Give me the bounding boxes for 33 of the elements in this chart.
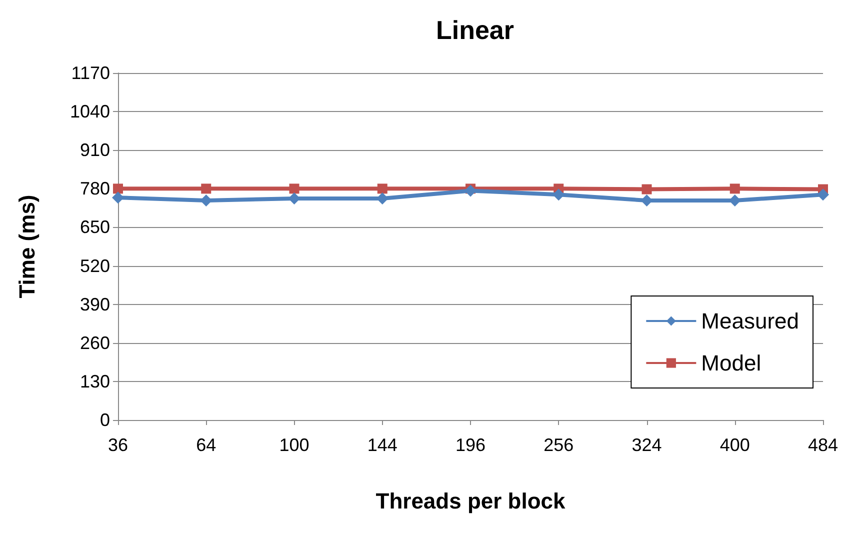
y-tick-label: 130	[80, 371, 110, 392]
legend-label: Measured	[701, 308, 800, 334]
point	[464, 184, 476, 197]
y-tick-label: 1040	[70, 102, 110, 122]
point	[642, 184, 652, 194]
point	[113, 184, 123, 194]
y-tick-label: 910	[80, 140, 110, 160]
point	[112, 192, 124, 204]
x-tick-label: 324	[632, 435, 662, 455]
point	[817, 188, 829, 201]
x-tick-label: 100	[279, 435, 310, 455]
legend-label: Model	[701, 350, 762, 376]
x-tick-label: 64	[196, 435, 216, 455]
y-axis-title: Time (ms)	[14, 194, 40, 298]
x-tick-label: 144	[367, 435, 398, 455]
y-tick-label: 780	[80, 178, 110, 199]
x-tick-label: 256	[544, 435, 574, 455]
y-tick-label: 390	[80, 294, 110, 314]
point	[201, 184, 212, 194]
y-tick-label: 650	[80, 217, 110, 238]
point	[289, 184, 300, 194]
y-tick-label: 520	[80, 256, 110, 276]
y-tick-label: 1170	[71, 63, 110, 83]
y-tick-label: 260	[80, 332, 110, 353]
x-tick-label: 484	[808, 435, 838, 455]
point	[730, 184, 740, 194]
chart-title: Linear	[436, 15, 514, 45]
x-tick-label: 196	[455, 435, 486, 455]
x-axis-title: Threads per block	[376, 488, 566, 514]
point	[377, 184, 388, 194]
x-tick-label: 36	[108, 435, 128, 455]
y-tick-label: 0	[100, 410, 110, 430]
x-tick-label: 400	[720, 435, 750, 455]
